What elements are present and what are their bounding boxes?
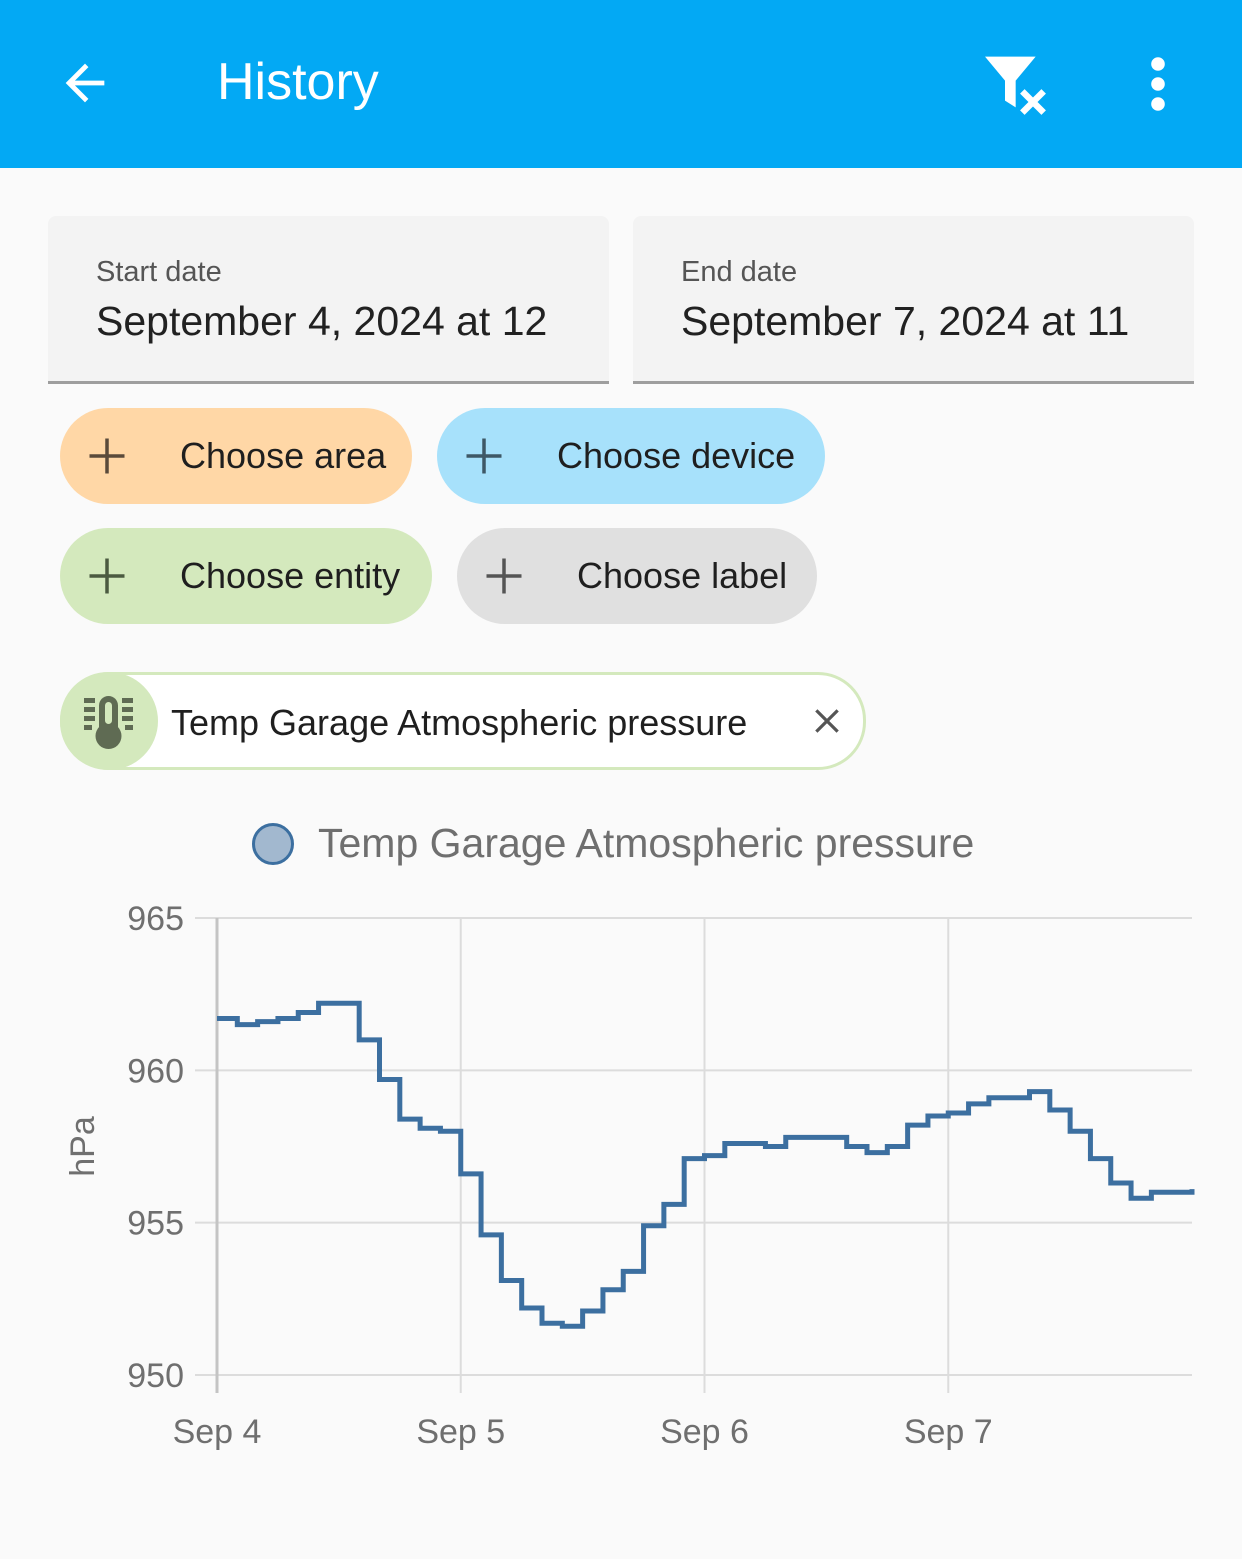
plus-icon bbox=[486, 558, 522, 594]
x-tick-label: Sep 7 bbox=[904, 1413, 993, 1451]
pressure-series-line bbox=[217, 1000, 1195, 1329]
page-title: History bbox=[217, 53, 379, 111]
x-tick-label: Sep 4 bbox=[173, 1413, 262, 1451]
history-chart: 965 960 955 950 Sep 4 Sep 5 Sep 6 Sep 7 hPa bbox=[64, 900, 1195, 1451]
filter-remove-icon[interactable] bbox=[982, 54, 1052, 118]
plus-icon bbox=[466, 438, 502, 474]
choose-area-button[interactable]: Choose area bbox=[60, 408, 412, 504]
plus-icon bbox=[89, 438, 125, 474]
app-bar: History bbox=[0, 0, 1242, 168]
plus-icon bbox=[89, 558, 125, 594]
end-date-value: September 7, 2024 at 11 bbox=[681, 298, 1130, 344]
choose-area-label: Choose area bbox=[180, 435, 387, 476]
selected-entity-chip[interactable]: Temp Garage Atmospheric pressure bbox=[60, 672, 866, 770]
start-date-label: Start date bbox=[96, 256, 222, 288]
choose-entity-button[interactable]: Choose entity bbox=[60, 528, 432, 624]
y-tick-label: 960 bbox=[127, 1052, 184, 1090]
end-date-label: End date bbox=[681, 256, 798, 288]
thermometer-lines-icon bbox=[84, 696, 133, 749]
entity-icon-badge bbox=[60, 672, 158, 770]
x-tick-label: Sep 5 bbox=[416, 1413, 505, 1451]
close-icon[interactable] bbox=[811, 705, 843, 737]
arrow-left-icon[interactable] bbox=[56, 54, 114, 112]
choose-entity-label: Choose entity bbox=[180, 555, 401, 596]
choose-device-button[interactable]: Choose device bbox=[437, 408, 825, 504]
y-axis-label: hPa bbox=[64, 1116, 102, 1177]
y-tick-label: 965 bbox=[127, 900, 184, 938]
legend-label: Temp Garage Atmospheric pressure bbox=[318, 820, 975, 866]
y-tick-label: 955 bbox=[127, 1205, 184, 1243]
y-tick-label: 950 bbox=[127, 1357, 184, 1395]
x-tick-label: Sep 6 bbox=[660, 1413, 749, 1451]
choose-device-label: Choose device bbox=[557, 435, 796, 476]
choose-label-button[interactable]: Choose label bbox=[457, 528, 817, 624]
start-date-field[interactable]: Start date September 4, 2024 at 12 bbox=[48, 216, 609, 384]
start-date-value: September 4, 2024 at 12 bbox=[96, 298, 548, 344]
selected-entity-name: Temp Garage Atmospheric pressure bbox=[171, 702, 748, 743]
chart-legend-item[interactable]: Temp Garage Atmospheric pressure bbox=[252, 820, 974, 867]
choose-label-label: Choose label bbox=[577, 555, 788, 596]
dots-vertical-icon[interactable] bbox=[1140, 56, 1176, 112]
legend-swatch bbox=[252, 822, 294, 865]
end-date-field[interactable]: End date September 7, 2024 at 11 bbox=[633, 216, 1194, 384]
